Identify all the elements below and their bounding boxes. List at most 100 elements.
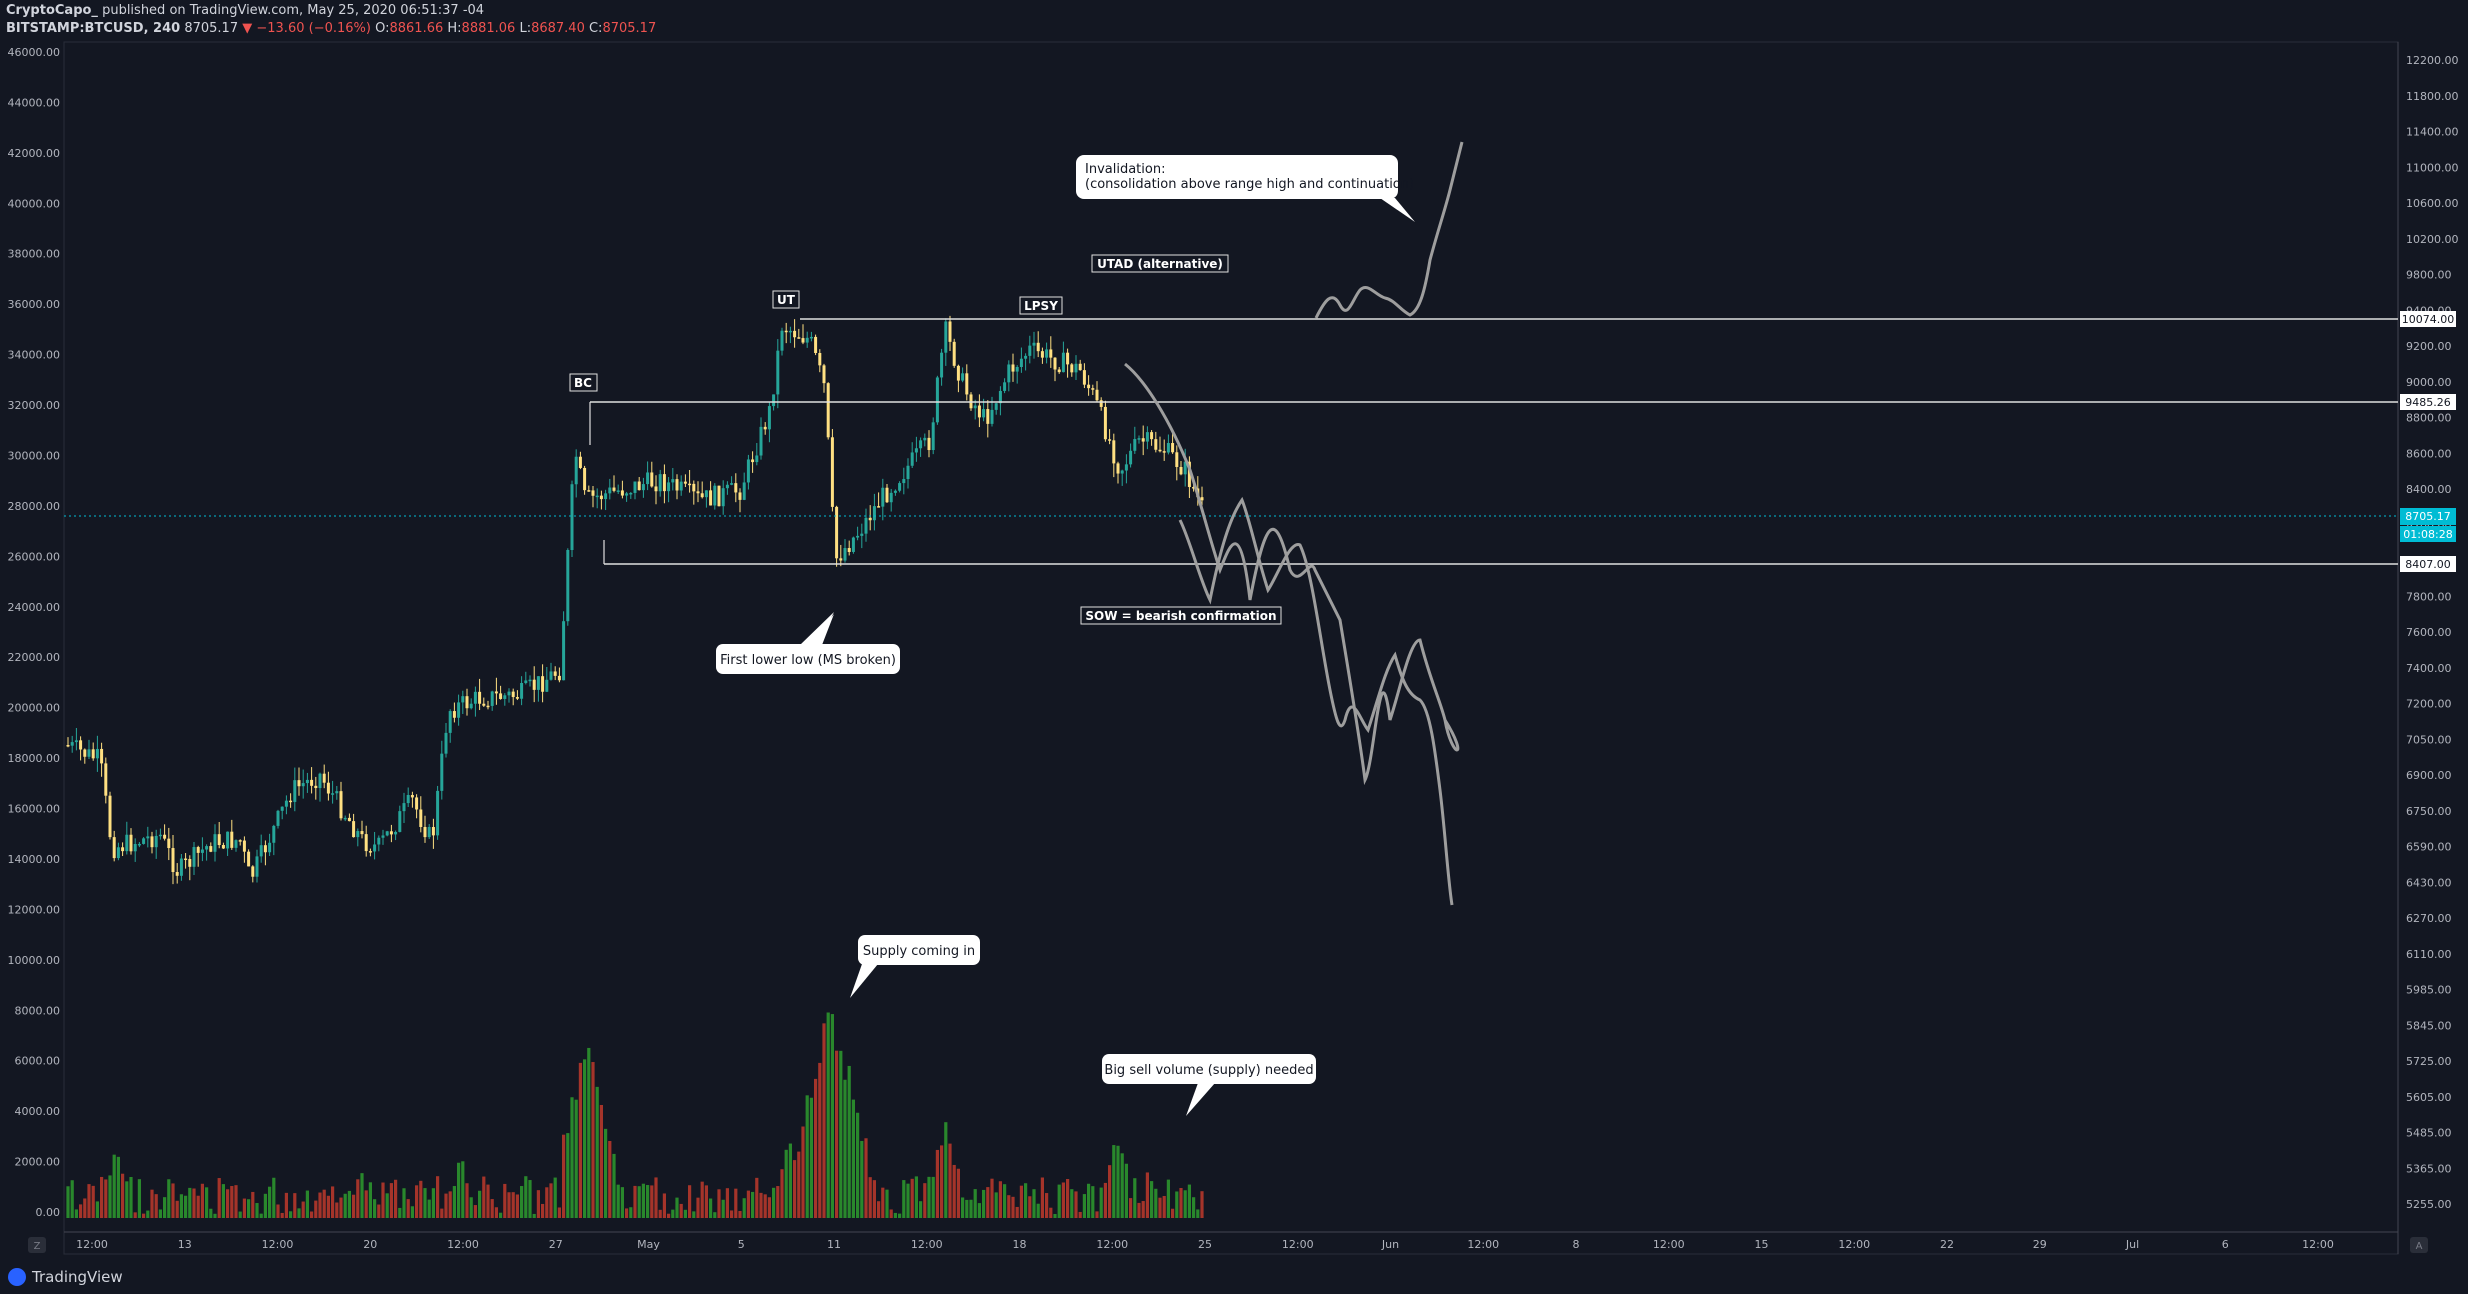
volume-bar: [520, 1186, 524, 1218]
volume-bar: [583, 1059, 587, 1218]
volume-bar: [1019, 1185, 1023, 1218]
volume-bar: [772, 1187, 776, 1218]
volume-bar: [935, 1149, 939, 1218]
candle-body: [490, 691, 494, 706]
volume-bar: [478, 1190, 482, 1218]
candle-body: [1145, 432, 1149, 442]
price-chart[interactable]: 46000.00 44000.00 42000.00 40000.00 38000.00…: [0, 0, 2468, 1262]
candle-body: [448, 711, 452, 733]
volume-bar: [1015, 1206, 1019, 1218]
volume-bar: [419, 1180, 423, 1218]
candle-body: [1019, 358, 1023, 368]
candle-body: [175, 872, 179, 876]
z-button[interactable]: Z: [28, 1237, 46, 1253]
candle-body: [398, 811, 402, 832]
volume-bar: [549, 1183, 553, 1218]
volume-bar: [528, 1180, 532, 1218]
current-price: 8705.17: [2405, 510, 2451, 523]
bc-label[interactable]: BC: [569, 373, 598, 392]
right-axis-tick: 8400.00: [2406, 483, 2452, 496]
candle-body: [394, 831, 398, 835]
candle-body: [725, 484, 729, 489]
lpsy-label[interactable]: LPSY: [1019, 296, 1063, 315]
candle-body: [574, 456, 578, 485]
candle-body: [742, 482, 746, 500]
volume-bar: [1082, 1194, 1086, 1218]
candle-body: [129, 834, 133, 852]
volume-bar: [898, 1213, 902, 1218]
volume-bar: [1166, 1179, 1170, 1218]
volume-bar: [977, 1203, 981, 1218]
a-button[interactable]: A: [2410, 1237, 2428, 1253]
volume-bar: [910, 1178, 914, 1218]
volume-bar: [1192, 1197, 1196, 1218]
utad-label[interactable]: UTAD (alternative): [1091, 254, 1229, 273]
volume-bar: [452, 1186, 456, 1218]
volume-bar: [305, 1190, 309, 1218]
candle-body: [591, 490, 595, 496]
candle-body: [872, 506, 876, 521]
volume-bar: [360, 1173, 364, 1218]
volume-bar: [973, 1189, 977, 1218]
volume-bar: [389, 1183, 393, 1218]
volume-bar: [578, 1062, 582, 1218]
candle-body: [532, 679, 536, 690]
published-text: published on TradingView.com, May 25, 20…: [102, 3, 485, 18]
candle-body: [843, 548, 847, 561]
candle-body: [146, 836, 150, 839]
candle-body: [902, 479, 906, 484]
candle-body: [293, 780, 297, 802]
candle-body: [242, 840, 246, 852]
candle-body: [1129, 450, 1133, 465]
volume-bar: [998, 1181, 1002, 1218]
right-axis-tick: 6750.00: [2406, 805, 2452, 818]
right-axis-tick: 5845.00: [2406, 1019, 2452, 1032]
candle-body: [515, 697, 519, 699]
candle-body: [961, 373, 965, 381]
volume-bar: [877, 1201, 881, 1218]
candle-body: [440, 753, 444, 791]
right-price-axis[interactable]: 12200.00 11800.00 11400.00 11000.00 10600.00…: [2406, 54, 2459, 1211]
candle-body: [688, 483, 692, 486]
left-price-axis[interactable]: 46000.00 44000.00 42000.00 40000.00 38000.00…: [8, 46, 61, 1219]
time-axis[interactable]: 12:00 13 12:00 20 12:00 27 May 5 11 12:00 18 12:00 2…: [76, 1238, 2334, 1251]
ut-label[interactable]: UT: [772, 290, 800, 309]
volume-bar: [137, 1179, 141, 1218]
symbol-label[interactable]: BITSTAMP:BTCUSD, 240: [6, 21, 181, 36]
volume-bar: [465, 1183, 469, 1218]
volume-bar: [843, 1079, 847, 1218]
supply-callout[interactable]: Supply coming in: [850, 935, 980, 998]
candle-body: [1099, 400, 1103, 407]
candle-body: [805, 337, 809, 343]
candle-body: [998, 390, 1002, 404]
first-lower-low-callout[interactable]: First lower low (MS broken): [716, 612, 900, 674]
right-axis-tick: 11800.00: [2406, 90, 2459, 103]
big-sell-text: Big sell volume (supply) needed: [1104, 1063, 1313, 1078]
volume-bar: [255, 1203, 259, 1218]
invalidation-callout[interactable]: Invalidation: (consolidation above range…: [1076, 155, 1415, 222]
volume-bar: [780, 1169, 784, 1218]
candle-body: [1124, 464, 1128, 471]
sow-label[interactable]: SOW = bearish confirmation: [1080, 606, 1282, 625]
volume-bar: [1150, 1181, 1154, 1218]
time-axis-tick: 22: [1940, 1238, 1954, 1251]
candle-body: [503, 695, 507, 699]
volume-bar: [591, 1062, 595, 1218]
volume-bar: [318, 1192, 322, 1218]
author-name[interactable]: CryptoCapo_: [6, 3, 98, 18]
bar-countdown: 01:08:28: [2403, 528, 2452, 541]
volume-bar: [965, 1199, 969, 1218]
volume-bar: [839, 1050, 843, 1218]
time-axis-tick: 6: [2222, 1238, 2229, 1251]
open-value: 8861.66: [389, 21, 444, 36]
candle-body: [759, 426, 763, 456]
time-axis-tick: 12:00: [1653, 1238, 1685, 1251]
right-axis-tick: 6900.00: [2406, 769, 2452, 782]
candle-body: [679, 481, 683, 491]
candle-body: [1192, 487, 1196, 489]
tradingview-logo[interactable]: TradingView: [8, 1268, 123, 1286]
candle-body: [826, 383, 830, 438]
time-axis-tick: 20: [363, 1238, 377, 1251]
big-sell-callout[interactable]: Big sell volume (supply) needed: [1102, 1054, 1316, 1116]
candle-body: [1179, 467, 1183, 475]
